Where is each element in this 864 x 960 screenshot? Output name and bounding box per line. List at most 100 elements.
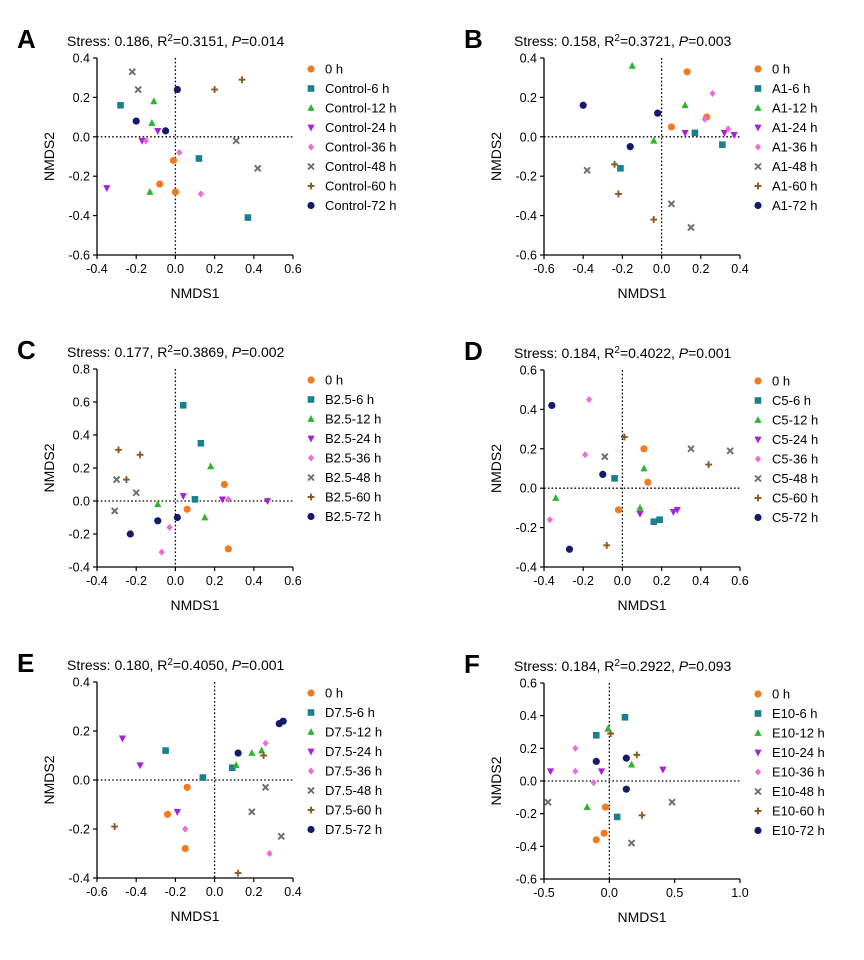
series-2 [146,97,158,195]
data-point [211,86,218,93]
data-point [262,739,269,747]
series-4 [546,395,593,524]
legend-label: Control-24 h [325,120,397,135]
data-point [725,125,732,133]
y-tick-label: 0.2 [73,91,90,105]
panel-c: C Stress: 0.177, R2=0.3869, P=0.002-0.4 -0… [17,335,381,613]
series-7 [592,754,630,793]
data-point [701,115,708,123]
y-tick-label: -0.2 [515,521,537,535]
series-2 [232,746,266,769]
legend-marker [754,397,762,404]
data-point [719,141,726,148]
data-point [709,89,716,98]
data-point [232,761,240,769]
legend-label: C5-36 h [772,452,818,467]
data-point [627,839,636,847]
data-point [173,808,181,816]
panel-letter: F [464,649,480,679]
data-point [650,216,658,223]
legend-marker [754,143,762,151]
series-2 [628,61,689,144]
series-0 [156,156,179,196]
data-point [191,496,199,503]
x-axis-label: NMDS1 [617,597,666,613]
stress-value: 0.184 [561,658,596,674]
data-point [154,500,162,508]
y-axis-label: NMDS2 [41,443,57,492]
legend-marker [754,807,762,815]
legend-marker [307,709,315,716]
legend-label: Control-72 h [325,198,397,213]
legend-marker [307,162,315,171]
x-tick-label: 0.4 [692,574,709,588]
r2-value: 0.3869 [181,344,224,360]
data-point [169,156,178,165]
x-tick-label: 0.2 [692,262,709,276]
data-point [266,849,273,858]
x-tick-label: 0.0 [653,262,670,276]
series-2 [552,464,648,511]
x-tick-label: 0.6 [284,262,301,276]
legend-marker [307,806,315,814]
legend-label: A1-12 h [772,101,818,116]
legend-marker [307,825,315,834]
data-point [142,137,150,145]
legend-marker [754,513,762,522]
legend-label: E10-72 h [772,823,825,838]
legend: 0 h A1-6 h A1-12 h A1-24 h A1-36 h A1-48 h A1-… [754,62,818,213]
data-point [592,731,600,739]
stats-line: Stress: 0.158, R2=0.3721, P=0.003 [514,33,732,49]
y-tick-label: 0.4 [73,52,90,66]
legend-label: C5-6 h [772,393,811,408]
data-point [163,810,172,818]
data-point [548,401,556,410]
legend-label: C5-24 h [772,432,818,447]
series-5 [583,166,695,232]
data-point [601,803,610,811]
data-point [650,518,658,525]
legend-marker [307,65,315,73]
legend-label: D7.5-72 h [325,822,382,837]
series-1 [179,402,205,503]
data-point [154,128,162,135]
legend-label: E10-6 h [772,706,818,721]
series-0 [183,480,232,553]
legend-marker [307,748,315,756]
data-point [726,447,734,455]
p-value: 0.001 [696,345,731,361]
x-axis-label: NMDS1 [170,597,219,613]
panel-d: D Stress: 0.184, R2=0.4022, P=0.001-0.4 -0… [464,336,818,613]
series-6 [115,446,144,483]
x-tick-label: 0.0 [167,262,184,276]
data-point [730,131,738,139]
legend-marker [307,786,315,795]
legend-marker [754,162,762,171]
data-point [176,148,183,157]
legend-label: Control-6 h [325,81,389,96]
y-tick-label: 0.0 [520,775,537,789]
x-tick-label: 0.2 [653,574,670,588]
legend-label: 0 h [772,62,790,77]
data-point [171,188,179,196]
data-point [156,180,164,188]
data-point [279,717,287,725]
x-tick-label: 1.0 [731,886,748,900]
data-point [220,480,228,489]
data-point [681,129,689,137]
series-4 [182,739,273,858]
data-point [640,464,648,472]
legend-marker [754,182,762,190]
legend-marker [307,728,315,735]
data-point [687,223,695,232]
x-tick-label: -0.2 [165,885,187,899]
y-tick-label: 0.0 [73,495,90,509]
legend-label: B2.5-60 h [325,490,381,505]
x-tick-label: 0.2 [245,885,262,899]
r2-value: 0.2922 [628,658,671,674]
data-point [622,785,630,793]
data-point [260,752,267,759]
data-point [218,496,227,504]
data-point [582,451,589,459]
legend-label: 0 h [325,686,343,701]
